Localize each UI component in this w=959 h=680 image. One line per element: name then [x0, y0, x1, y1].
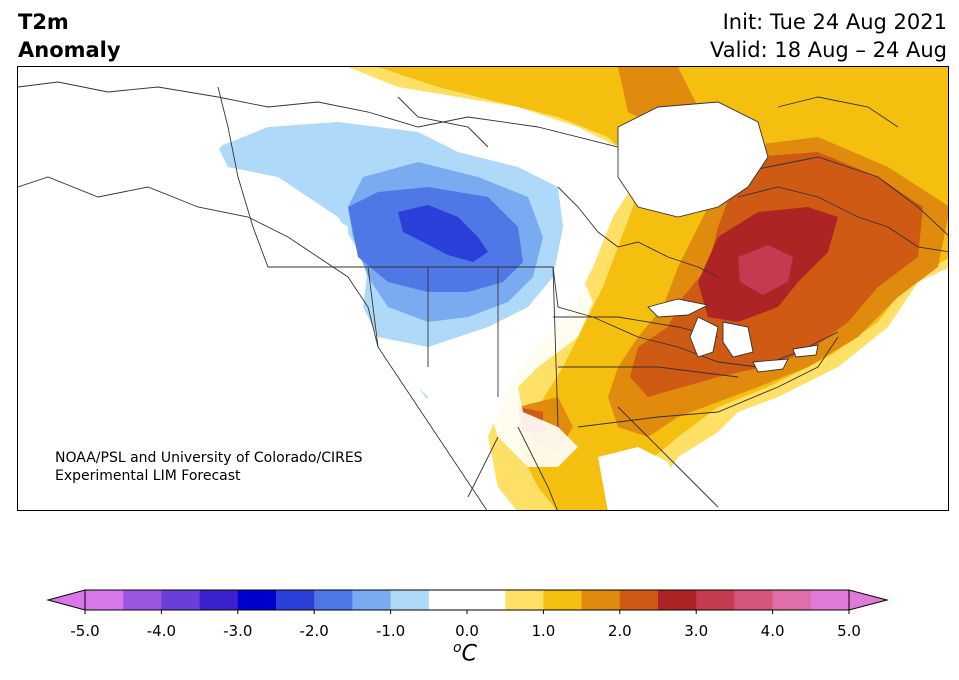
colorbar-segment: [581, 590, 621, 610]
colorbar-segment: [390, 590, 430, 610]
map-canvas: [18, 67, 948, 510]
colorbar-tick-label: -3.0: [223, 622, 253, 640]
colorbar-segment: [237, 590, 277, 610]
forecast-dates: Init: Tue 24 Aug 2021 Valid: 18 Aug – 24…: [710, 8, 947, 64]
colorbar-segment: [658, 590, 697, 610]
colorbar-tick-label: 2.0: [607, 622, 632, 640]
cold-anomaly-shading: [218, 122, 563, 412]
colorbar-segment: [810, 590, 850, 610]
colorbar-segment: [696, 590, 735, 610]
colorbar-tick-label: -5.0: [70, 622, 100, 640]
colorbar-tick-label: 1.0: [531, 622, 556, 640]
colorbar-tick-label: -2.0: [299, 622, 329, 640]
colorbar-segments: [85, 590, 850, 610]
anomaly-map: [17, 66, 949, 511]
init-date: Init: Tue 24 Aug 2021: [722, 10, 947, 34]
colorbar-segment: [467, 590, 506, 610]
colorbar-segment: [352, 590, 392, 610]
valid-range: Valid: 18 Aug – 24 Aug: [709, 38, 947, 62]
colorbar-segment: [161, 590, 201, 610]
colorbar-tick-label: 4.0: [760, 622, 785, 640]
coastlines-borders: [18, 81, 948, 510]
colorbar-segment: [123, 590, 162, 610]
title-line-1: T2m: [18, 10, 69, 34]
credit-text: NOAA/PSL and University of Colorado/CIRE…: [55, 449, 363, 485]
map-title: T2m Anomaly: [18, 8, 121, 64]
credit-line-1: NOAA/PSL and University of Colorado/CIRE…: [55, 450, 363, 466]
colorbar-tick-label: 3.0: [684, 622, 709, 640]
ocean-mask-east: [598, 317, 948, 510]
colorbar-ticks: [84, 610, 850, 614]
colorbar-segment: [314, 590, 353, 610]
hudson-bay-water: [617, 101, 769, 218]
colorbar-segment: [734, 590, 774, 610]
colorbar-segment: [428, 590, 468, 610]
title-line-2: Anomaly: [18, 38, 121, 62]
colorbar-extend-high: [848, 589, 889, 611]
unit-letter: C: [461, 641, 477, 667]
credit-line-2: Experimental LIM Forecast: [55, 468, 241, 484]
unit-degree: o: [453, 640, 462, 656]
colorbar-segment: [543, 590, 583, 610]
great-lakes: [647, 298, 819, 373]
colorbar-tick-label: -4.0: [146, 622, 177, 640]
colorbar: [46, 589, 889, 614]
colorbar-segment: [85, 590, 124, 610]
colorbar-extend-low: [46, 589, 86, 611]
colorbar-segment: [772, 590, 812, 610]
colorbar-tick-label: 5.0: [837, 622, 861, 640]
colorbar-tick-label: 0.0: [455, 622, 479, 640]
colorbar-tick-label: -1.0: [375, 622, 406, 640]
colorbar-segment: [199, 590, 239, 610]
colorbar-segment: [505, 590, 544, 610]
unit-label: oC: [453, 640, 477, 666]
colorbar-segment: [619, 590, 659, 610]
colorbar-segment: [276, 590, 315, 610]
